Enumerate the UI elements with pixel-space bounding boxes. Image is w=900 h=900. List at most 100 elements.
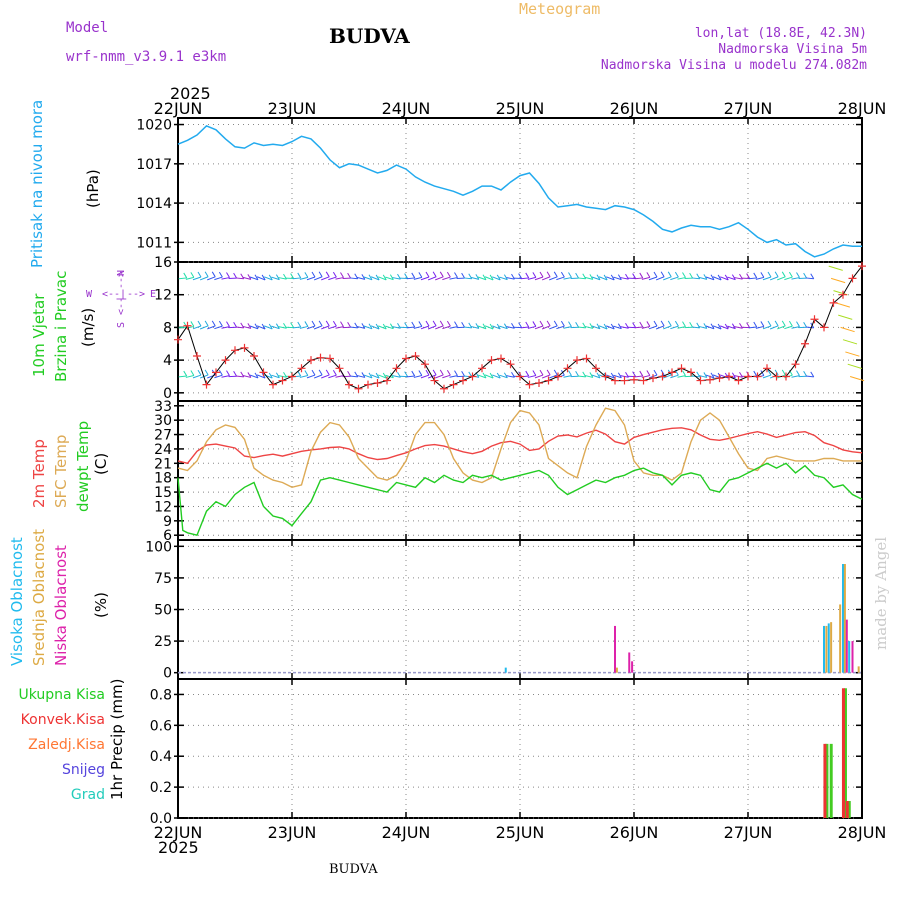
wind-barb: [532, 370, 537, 376]
wind-barb: [520, 277, 529, 280]
wind-barb: [218, 271, 223, 278]
wind-barb: [218, 369, 223, 376]
wind-barb: [375, 372, 380, 379]
wind-barb: [299, 325, 308, 329]
wind-barb: [784, 325, 793, 330]
wind-barb: [254, 274, 259, 280]
wind-barb: [233, 371, 238, 377]
wind-barb: [596, 372, 601, 379]
wind-barb: [404, 322, 409, 328]
wind-speed-marker: [582, 354, 591, 363]
wind-barb: [717, 323, 722, 330]
wind-barb: [306, 325, 316, 330]
wind-barb: [328, 325, 337, 330]
xtick-label-top: 22JUN: [154, 99, 203, 118]
wind-barb: [470, 276, 479, 280]
wind-barb: [598, 325, 608, 330]
wind-barb: [705, 325, 715, 330]
wind-barb: [271, 325, 280, 330]
xtick-label-bottom: 28JUN: [838, 823, 887, 842]
wind-barb: [769, 276, 779, 281]
wind-barb: [556, 276, 565, 281]
wind-barb: [606, 276, 615, 281]
wind-barb: [242, 276, 251, 280]
wind-barb: [183, 272, 188, 279]
wind-barb: [577, 277, 586, 280]
wind-barb: [254, 372, 259, 379]
wind-barb: [527, 276, 536, 280]
wind-speed-marker: [259, 368, 268, 377]
wind-barb: [568, 272, 572, 278]
wind-barb: [475, 274, 480, 280]
wind-barb: [233, 321, 238, 328]
wind-barb: [418, 321, 423, 327]
ytick-label-wind: 12: [154, 288, 172, 304]
wind-barb: [461, 371, 466, 377]
wind-speed-marker: [326, 354, 334, 363]
wind-barb: [178, 326, 187, 329]
wind-barb: [256, 325, 266, 330]
wind-barb: [777, 325, 786, 330]
wind-barb: [606, 325, 615, 330]
wind-speed-marker: [316, 353, 325, 362]
wind-barb: [439, 369, 444, 376]
wind-barb: [242, 325, 251, 329]
wind-barb: [356, 325, 365, 329]
wind-barb: [641, 276, 650, 280]
wind-speed-marker: [288, 372, 296, 381]
wind-barb: [724, 323, 729, 330]
footer-title: BUDVA: [329, 862, 378, 877]
cloud-bar-low: [614, 625, 616, 673]
wind-barb: [746, 273, 751, 279]
wind-barb: [499, 325, 508, 330]
compass-label: |: [116, 296, 127, 302]
wind-barb: [347, 371, 352, 377]
wind-barb: [539, 369, 544, 376]
wind-barb: [663, 374, 672, 379]
wind-barb: [847, 363, 862, 369]
wind-barb: [541, 374, 551, 379]
xtick-label-top: 27JUN: [724, 99, 773, 118]
wind-barb: [178, 277, 187, 280]
wind-barb: [318, 369, 323, 376]
wind-barb: [610, 372, 615, 379]
wind-barb: [617, 372, 622, 378]
precip-bar-conv: [845, 801, 849, 818]
ytick-label-wind: 4: [163, 353, 172, 369]
precip-bar-total: [843, 688, 847, 818]
wind-barb: [311, 271, 316, 278]
chart-kind: Meteogram: [519, 0, 601, 18]
wind-barb: [653, 320, 658, 327]
wind-barb: [639, 272, 644, 279]
cloud-bar-high: [842, 564, 844, 673]
wind-barb: [482, 323, 487, 330]
wind-barb: [563, 326, 572, 329]
wind-barb: [442, 374, 451, 379]
wind-barb: [499, 276, 508, 281]
wind-speed-marker: [706, 375, 714, 384]
wind-barb: [427, 276, 437, 281]
wind-barb: [425, 320, 430, 327]
wind-barb: [677, 277, 686, 280]
wind-barb: [192, 325, 202, 330]
wind-barb: [620, 375, 629, 378]
wind-barb: [278, 326, 287, 329]
wind-speed-marker: [848, 274, 857, 283]
wind-barb: [363, 276, 373, 281]
wind-barb: [563, 277, 572, 280]
wind-barb: [275, 372, 280, 378]
wind-barb: [760, 321, 765, 327]
wind-barb: [347, 272, 352, 279]
cloud-bar-low: [631, 661, 634, 673]
wind-barb: [546, 369, 551, 376]
wind-barb: [663, 325, 672, 330]
ytick-label-pressure: 1011: [136, 235, 172, 251]
wind-barb: [292, 277, 301, 280]
wind-barb: [660, 369, 665, 376]
wind-barb: [271, 276, 280, 281]
wind-speed-marker: [430, 376, 439, 385]
wind-barb: [446, 369, 451, 376]
wind-speed-marker: [383, 376, 391, 385]
wind-barb: [411, 272, 416, 279]
wind-barb: [321, 374, 330, 379]
